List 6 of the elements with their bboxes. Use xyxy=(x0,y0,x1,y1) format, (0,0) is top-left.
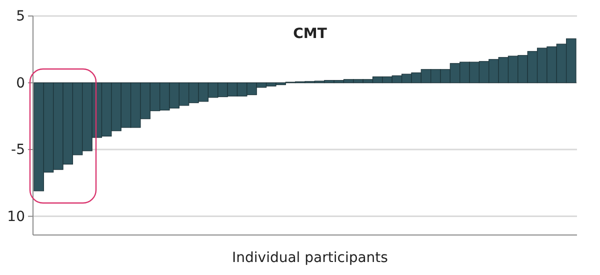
y-tick-label: 0 xyxy=(16,75,25,92)
text: CMT xyxy=(293,26,328,42)
y-tick-label: 10 xyxy=(7,208,25,225)
y-tick-label: 5 xyxy=(16,8,25,24)
y-tick-label: -5 xyxy=(11,142,25,158)
x-axis-title: Individual participants xyxy=(232,250,388,266)
